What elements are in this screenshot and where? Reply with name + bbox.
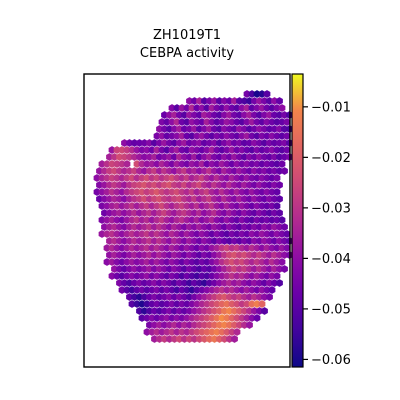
colorbar-tick-label: −0.05 [311,302,351,317]
spot-hex [281,167,288,175]
colorbar-frame [291,73,304,368]
spot-hex [273,272,281,280]
spot-layer [93,90,293,343]
colorbar-tick-label: −0.03 [311,201,351,216]
spot-hex [258,300,266,308]
spot-hex [281,265,288,273]
spot-hex [123,160,131,168]
spot-hex [278,104,286,112]
spot-hex [233,328,241,336]
colorbar [292,74,303,367]
colorbar-tick-label: −0.04 [311,252,351,267]
spot-hex [273,188,281,196]
spot-hex [268,286,276,294]
spot-hex [273,202,281,210]
spot-hex [283,230,291,238]
spot-hex [283,146,291,154]
spot-hex [283,244,291,252]
colorbar-tick-label: −0.06 [311,353,351,368]
spot-hex [253,314,261,322]
colorbar-ticks: −0.01 −0.02 −0.03 −0.04 −0.05 −0.06 [303,100,351,368]
chart-title: ZH1019T1 [153,28,221,43]
spot-hex [276,279,283,287]
spot-hex [283,118,291,126]
spot-hex [276,209,283,217]
spot-hex [261,307,268,315]
spot-hex [281,223,288,231]
spot-hex [276,181,283,189]
spot-hex [273,174,281,182]
spot-hex [263,90,271,98]
spot-hex [278,160,286,168]
spot-hex [276,97,283,105]
colorbar-tick-label: −0.01 [311,100,351,115]
spot-hex [231,335,238,343]
spot-hex [276,195,283,203]
spot-hex [246,321,253,329]
spot-hex [278,216,286,224]
spot-hex [283,132,291,140]
plot-frame [83,73,291,368]
spot-hex [278,258,286,266]
chart-subtitle: CEBPA activity [140,46,234,61]
colorbar-tick-label: −0.02 [311,151,351,166]
spot-hex [266,293,273,301]
